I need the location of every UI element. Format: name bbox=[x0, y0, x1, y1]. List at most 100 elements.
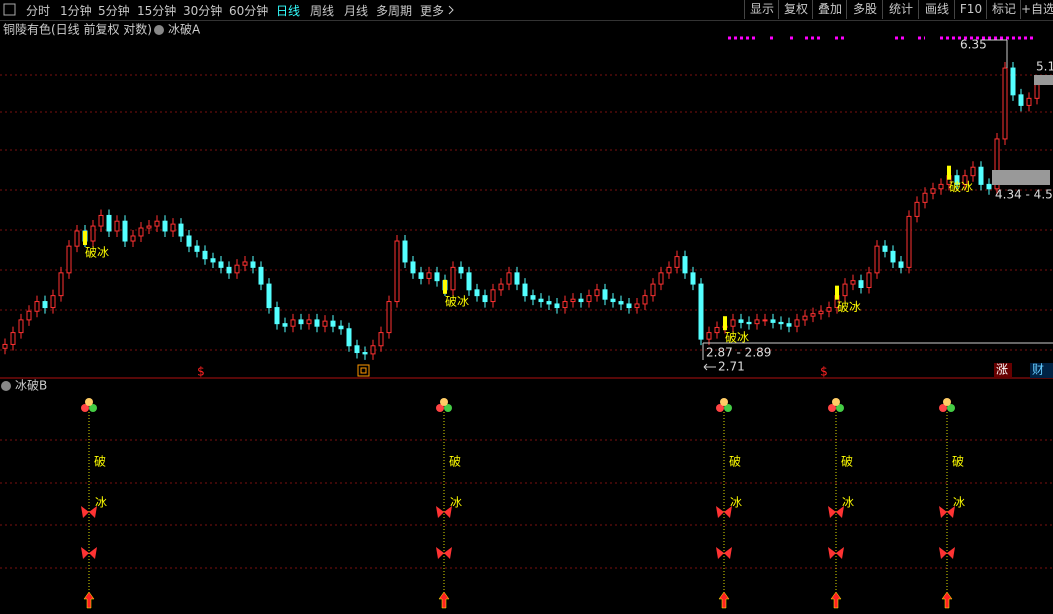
candle-body bbox=[50, 295, 56, 309]
toolbar-tab[interactable]: 周线 bbox=[310, 4, 335, 18]
candle-body bbox=[546, 301, 552, 305]
candle-body bbox=[858, 280, 864, 289]
candle-body bbox=[658, 272, 664, 285]
toolbar-tab[interactable]: 1分钟 bbox=[60, 4, 92, 18]
trefoil-icon bbox=[440, 398, 448, 406]
toolbar-tab[interactable]: 60分钟 bbox=[229, 4, 269, 18]
candle-body bbox=[530, 295, 536, 300]
toolbar-tab[interactable]: 5分钟 bbox=[98, 4, 130, 18]
toolbar-tab[interactable]: 多周期 bbox=[376, 4, 413, 18]
candle-body bbox=[754, 319, 760, 325]
panel-icon bbox=[3, 3, 16, 16]
candle-body bbox=[354, 345, 360, 354]
toolbar-button[interactable]: 统计 bbox=[882, 0, 919, 19]
butterfly-icon bbox=[436, 547, 452, 559]
butterfly-icon bbox=[828, 506, 844, 518]
candle-body bbox=[1010, 67, 1016, 96]
candle-body bbox=[42, 301, 48, 309]
candle-body bbox=[906, 215, 912, 268]
candle-body bbox=[258, 266, 264, 285]
arrow-icon bbox=[438, 591, 450, 609]
candle-body bbox=[802, 315, 808, 321]
candle-body bbox=[618, 301, 624, 305]
candle-body bbox=[186, 235, 192, 247]
signal-top: 破 bbox=[94, 454, 106, 469]
candle-body bbox=[1018, 94, 1024, 106]
signal-label: 破冰 bbox=[445, 293, 469, 308]
candle-body bbox=[914, 201, 920, 217]
low-arrow bbox=[703, 363, 716, 371]
toolbar-button[interactable]: 多股 bbox=[846, 0, 883, 19]
toolbar-button[interactable]: 画线 bbox=[918, 0, 955, 19]
more-chevron bbox=[448, 5, 454, 15]
candle-body bbox=[386, 301, 392, 334]
toolbar-tab[interactable]: 更多 bbox=[420, 4, 445, 18]
candle-body bbox=[634, 303, 640, 309]
toolbar-button[interactable]: 标记 bbox=[986, 0, 1021, 19]
candle-body bbox=[178, 223, 184, 237]
trefoil-icon bbox=[724, 404, 732, 412]
candle-body bbox=[994, 138, 1000, 190]
toolbar-button[interactable]: 叠加 bbox=[812, 0, 847, 19]
toolbar-tab[interactable]: 分时 bbox=[26, 4, 51, 18]
candle-body bbox=[562, 301, 568, 309]
candle-body bbox=[738, 319, 744, 323]
candle-body bbox=[978, 166, 984, 185]
range-label: 2.87 - 2.89 bbox=[706, 346, 771, 360]
candle-body bbox=[498, 283, 504, 291]
candle-body bbox=[474, 289, 480, 297]
candle-body bbox=[970, 166, 976, 177]
candle-body bbox=[842, 283, 848, 297]
candle-body bbox=[1034, 84, 1040, 99]
signal-bottom: 冰 bbox=[450, 496, 462, 510]
candle-body bbox=[298, 319, 304, 325]
candle-body bbox=[786, 323, 792, 327]
trefoil-icon bbox=[943, 398, 951, 406]
signal-bar bbox=[947, 165, 951, 180]
candle-body bbox=[818, 310, 824, 315]
candle-body bbox=[10, 332, 16, 345]
candle-body bbox=[826, 307, 832, 312]
candle-body bbox=[490, 289, 496, 303]
toolbar-button[interactable]: +自选 bbox=[1020, 0, 1053, 19]
candle-body bbox=[1026, 97, 1032, 106]
candle-body bbox=[1002, 67, 1008, 140]
candle-body bbox=[402, 240, 408, 263]
trefoil-icon bbox=[716, 404, 724, 412]
signal-top: 破 bbox=[449, 454, 461, 469]
toolbar-tab[interactable]: 月线 bbox=[344, 4, 369, 18]
candle-body bbox=[234, 264, 240, 274]
candle-body bbox=[106, 214, 112, 232]
candle-body bbox=[90, 225, 96, 242]
candle-body bbox=[882, 245, 888, 252]
candle-body bbox=[746, 321, 752, 325]
event-icon bbox=[360, 367, 367, 374]
candle-body bbox=[682, 256, 688, 274]
candle-body bbox=[874, 245, 880, 274]
toolbar-tab[interactable]: 15分钟 bbox=[137, 4, 177, 18]
toolbar-tab[interactable]: 30分钟 bbox=[183, 4, 223, 18]
candle-body bbox=[306, 319, 312, 325]
candle-body bbox=[330, 320, 336, 327]
toolbar-button[interactable]: 复权 bbox=[778, 0, 813, 19]
candle-body bbox=[394, 240, 400, 303]
toolbar-button[interactable]: F10 bbox=[954, 0, 987, 19]
badge-bg bbox=[994, 363, 1012, 378]
butterfly-icon bbox=[939, 506, 955, 518]
indicator-name: 冰破A bbox=[168, 22, 201, 37]
toolbar-button[interactable]: 显示 bbox=[744, 0, 779, 19]
toolbar: 分时 1分钟 5分钟 15分钟 30分钟 60分钟 日线 周线 月线 多周期 更多 显示 复权 叠加 多股统… bbox=[0, 0, 1053, 21]
signal-label: 破冰 bbox=[949, 179, 973, 194]
trefoil-icon bbox=[81, 404, 89, 412]
candle-body bbox=[218, 261, 224, 268]
low-label: 2.71 bbox=[718, 360, 745, 374]
candle-body bbox=[274, 307, 280, 325]
candle-body bbox=[602, 289, 608, 300]
candle-body bbox=[378, 332, 384, 347]
toolbar-tab[interactable]: 日线 bbox=[276, 4, 301, 18]
candle-body bbox=[930, 188, 936, 194]
candle-body bbox=[338, 325, 344, 330]
candle-body bbox=[770, 319, 776, 323]
candle-body bbox=[642, 295, 648, 305]
